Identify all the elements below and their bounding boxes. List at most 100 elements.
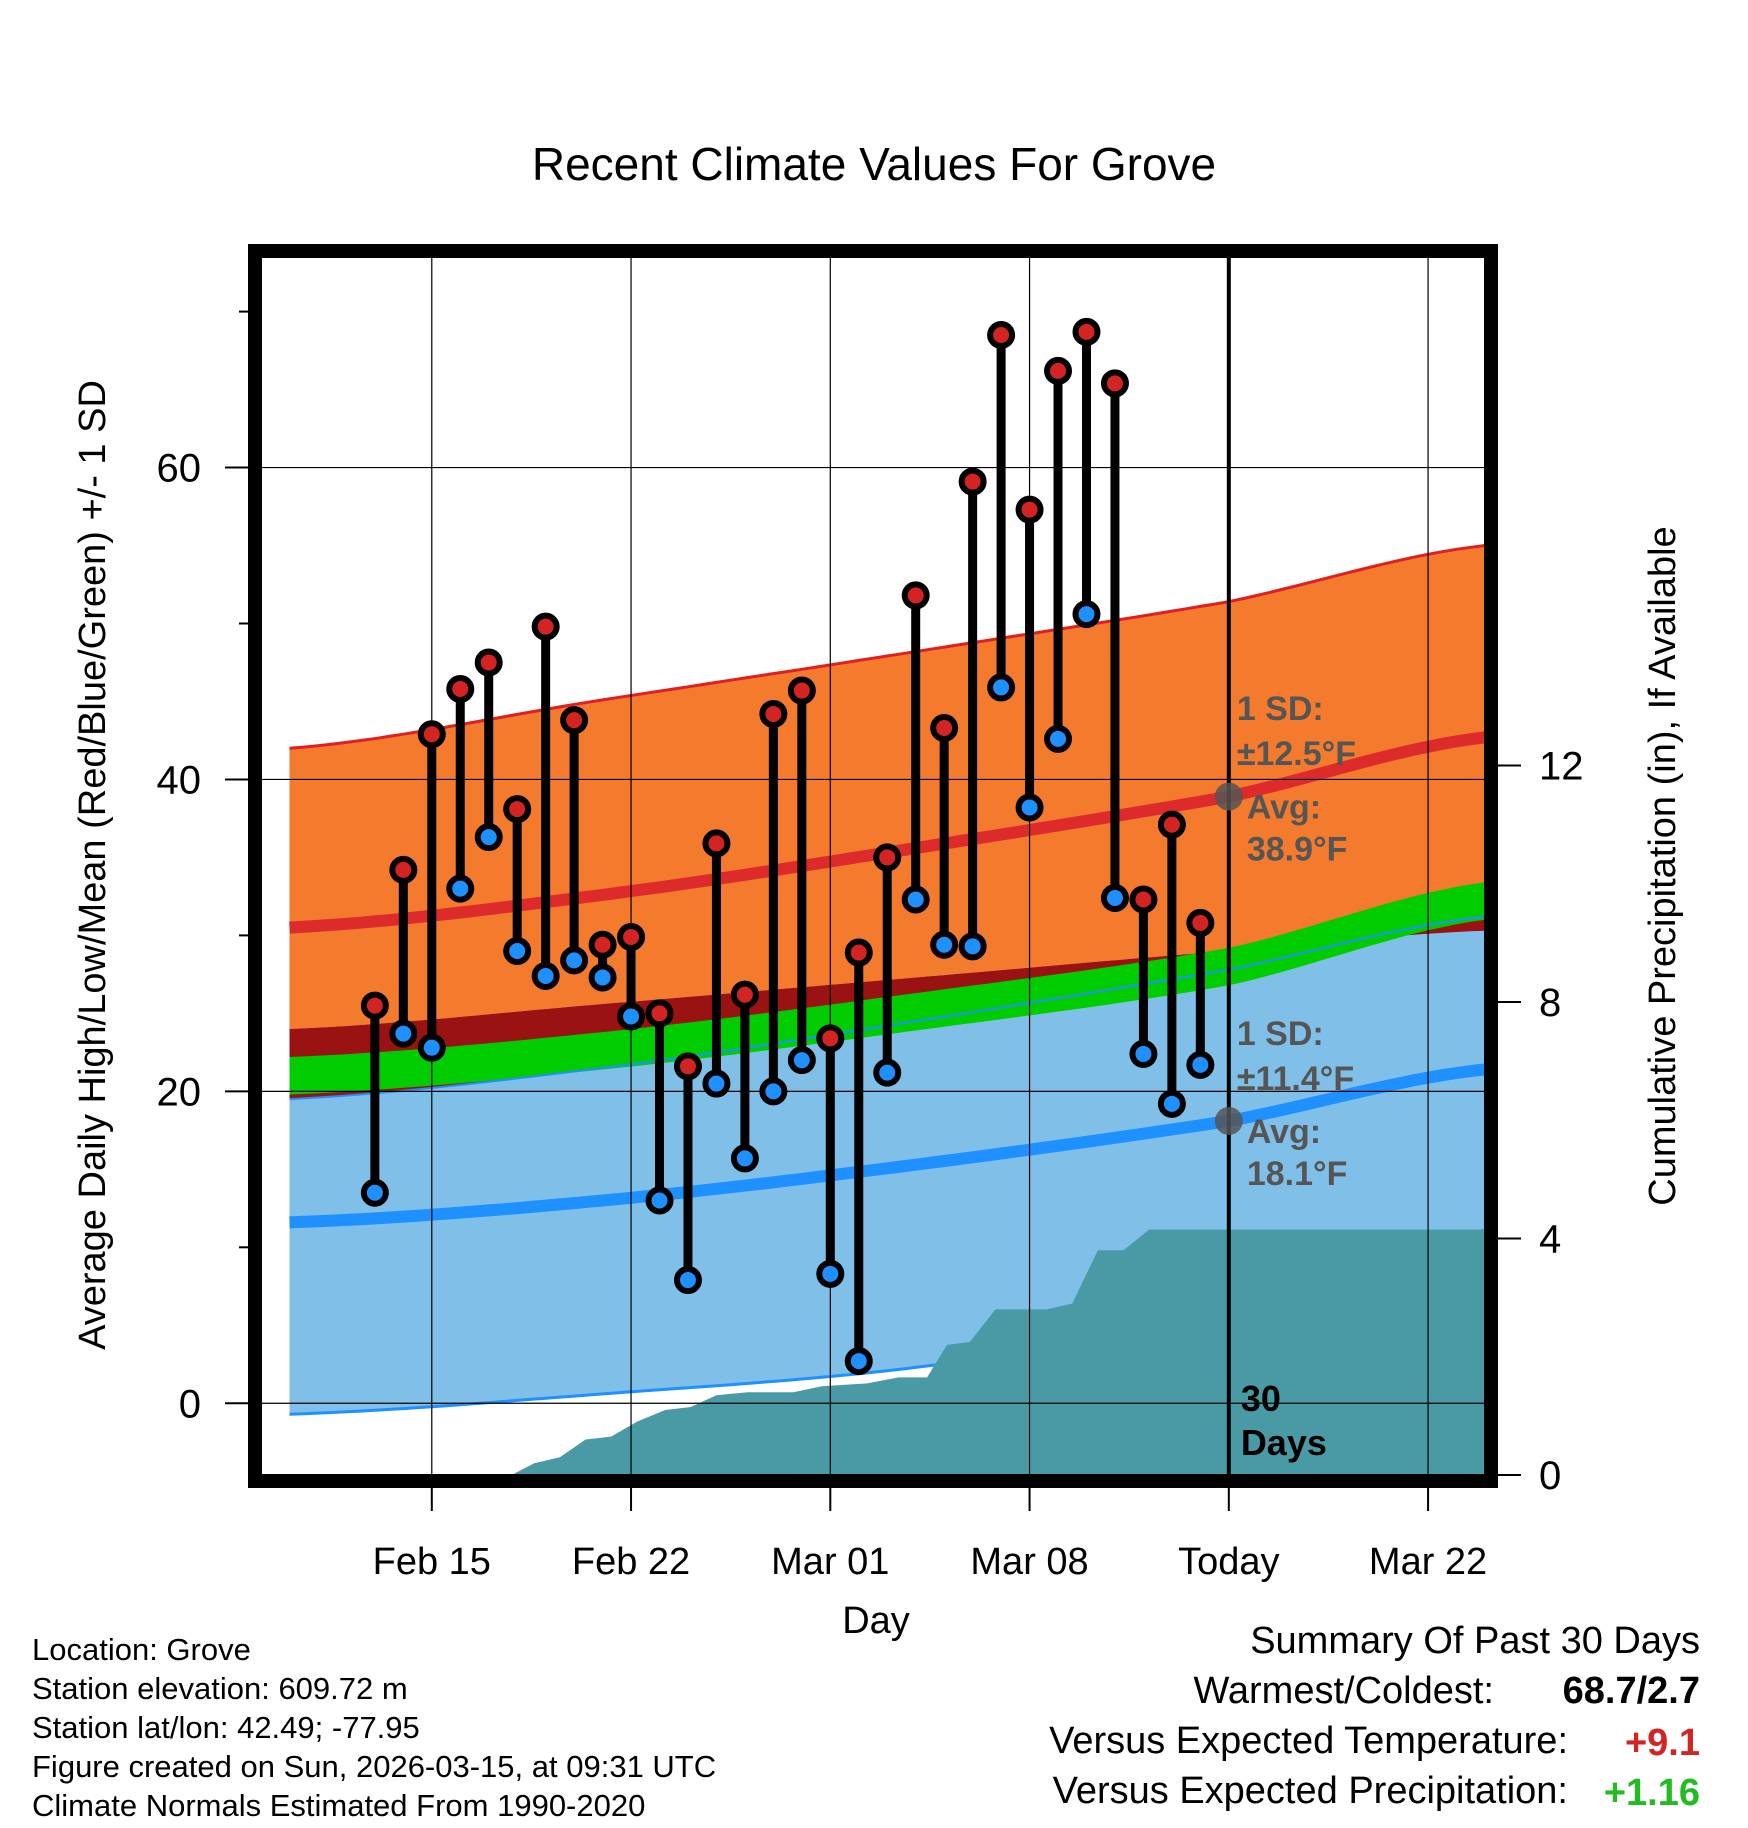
low-avg-label: Avg: xyxy=(1247,1113,1321,1151)
daily-low-point xyxy=(702,1069,731,1098)
low-avg-value: 18.1°F xyxy=(1247,1155,1348,1193)
y-tick-label: 0 xyxy=(179,1382,201,1426)
daily-low-point xyxy=(901,885,930,914)
daily-low-point xyxy=(844,1347,873,1376)
daily-high-point xyxy=(1157,810,1186,839)
daily-low-point xyxy=(816,1259,845,1288)
summary-warm-cold-label: Warmest/Coldest: xyxy=(1193,1670,1494,1712)
low-mean-line xyxy=(289,1063,1485,1229)
low-sd-value: ±11.4°F xyxy=(1237,1060,1354,1098)
footer-created: Figure created on Sun, 2026-03-15, at 09… xyxy=(32,1749,717,1784)
high-avg-value: 38.9°F xyxy=(1247,831,1348,869)
daily-low-point xyxy=(1186,1050,1215,1079)
daily-low-point xyxy=(958,932,987,961)
plot-area xyxy=(289,544,1485,1475)
daily-high-point xyxy=(958,467,987,496)
high-sd-band xyxy=(289,545,1485,1029)
daily-low-point xyxy=(474,823,503,852)
x-tick-label: Mar 01 xyxy=(771,1541,889,1583)
plot-frame xyxy=(248,244,1498,1488)
daily-high-point xyxy=(987,320,1016,349)
y2-tick-label: 4 xyxy=(1539,1217,1561,1261)
footer-location: Location: Grove xyxy=(32,1632,251,1667)
daily-low-point xyxy=(503,936,532,965)
daily-high-point xyxy=(816,1024,845,1053)
summary-title: Summary Of Past 30 Days xyxy=(1250,1620,1700,1662)
daily-low-point xyxy=(1044,724,1073,753)
summary-warm-cold-value: 68.7/2.7 xyxy=(1562,1670,1700,1712)
high-avg-label: Avg: xyxy=(1247,789,1321,827)
daily-low-point xyxy=(1157,1089,1186,1118)
x-tick-label: Feb 22 xyxy=(572,1541,690,1583)
daily-high-point xyxy=(531,612,560,641)
daily-high-point xyxy=(1015,495,1044,524)
daily-high-point xyxy=(588,930,617,959)
daily-low-point xyxy=(617,1002,646,1031)
daily-low-point xyxy=(417,1033,446,1062)
footer-normals: Climate Normals Estimated From 1990-2020 xyxy=(32,1788,646,1823)
daily-low-point xyxy=(360,1178,389,1207)
high-avg-point xyxy=(1214,782,1243,811)
chart-title: Recent Climate Values For Grove xyxy=(532,138,1216,190)
y2-tick-label: 0 xyxy=(1539,1454,1561,1498)
x-tick-label: Mar 22 xyxy=(1369,1541,1487,1583)
y-tick-label: 40 xyxy=(157,758,202,802)
y2-tick-label: 12 xyxy=(1539,744,1584,788)
daily-low-point xyxy=(873,1058,902,1087)
daily-low-point xyxy=(446,874,475,903)
daily-low-point xyxy=(1129,1039,1158,1068)
x-tick-label: Today xyxy=(1178,1541,1279,1583)
summary-precip-label: Versus Expected Precipitation: xyxy=(1052,1770,1568,1812)
low-avg-point xyxy=(1214,1106,1243,1135)
y-axis-label: Average Daily High/Low/Mean (Red/Blue/Gr… xyxy=(72,380,114,1350)
today-days-label: Days xyxy=(1241,1422,1327,1463)
x-tick-label: Mar 08 xyxy=(970,1541,1088,1583)
today-days-label: 30 xyxy=(1241,1378,1281,1419)
y-tick-label: 60 xyxy=(157,447,202,491)
daily-high-point xyxy=(503,795,532,824)
daily-high-point xyxy=(1100,369,1129,398)
daily-low-point xyxy=(1015,793,1044,822)
daily-low-point xyxy=(673,1266,702,1295)
daily-high-point xyxy=(560,706,589,735)
daily-high-point xyxy=(730,980,759,1009)
y2-tick-label: 8 xyxy=(1539,981,1561,1025)
daily-low-point xyxy=(1100,883,1129,912)
daily-high-point xyxy=(417,720,446,749)
high-sd-label: 1 SD: xyxy=(1237,690,1324,728)
mean-band xyxy=(289,882,1485,1095)
normal-annotations: 1 SD: ±12.5°F Avg: 38.9°F 1 SD: ±11.4°F Avg: 18… xyxy=(1214,690,1356,1193)
daily-high-point xyxy=(1186,908,1215,937)
daily-low-point xyxy=(588,963,617,992)
daily-low-point xyxy=(787,1046,816,1075)
x-axis-label: Day xyxy=(842,1600,910,1642)
daily-low-point xyxy=(930,930,959,959)
daily-low-point xyxy=(389,1019,418,1048)
daily-low-point xyxy=(560,946,589,975)
y-tick-label: 20 xyxy=(157,1070,202,1114)
axes: 0 20 40 60 0 4 8 12 Feb 15 Feb 22 Mar 01 Mar 08 Toda… xyxy=(157,244,1584,1583)
daily-high-point xyxy=(474,648,503,677)
daily-low-point xyxy=(987,673,1016,702)
daily-high-point xyxy=(360,991,389,1020)
daily-high-point xyxy=(759,699,788,728)
footer-elevation: Station elevation: 609.72 m xyxy=(32,1671,408,1706)
daily-high-point xyxy=(1129,885,1158,914)
summary-temp-value: +9.1 xyxy=(1624,1722,1700,1764)
daily-high-point xyxy=(844,938,873,967)
precip-area xyxy=(511,1229,1485,1475)
daily-high-point xyxy=(901,581,930,610)
summary-precip-value: +1.16 xyxy=(1603,1772,1700,1814)
daily-low-point xyxy=(730,1144,759,1173)
daily-high-point xyxy=(930,713,959,742)
daily-low-point xyxy=(531,961,560,990)
daily-high-point xyxy=(446,674,475,703)
daily-high-point xyxy=(1044,356,1073,385)
low-sd-label: 1 SD: xyxy=(1237,1015,1324,1053)
grid-lines xyxy=(261,257,1485,1475)
daily-high-point xyxy=(1072,317,1101,346)
y2-axis-label: Cumulative Precipitation (in), If Availa… xyxy=(1642,526,1684,1205)
daily-high-point xyxy=(873,843,902,872)
